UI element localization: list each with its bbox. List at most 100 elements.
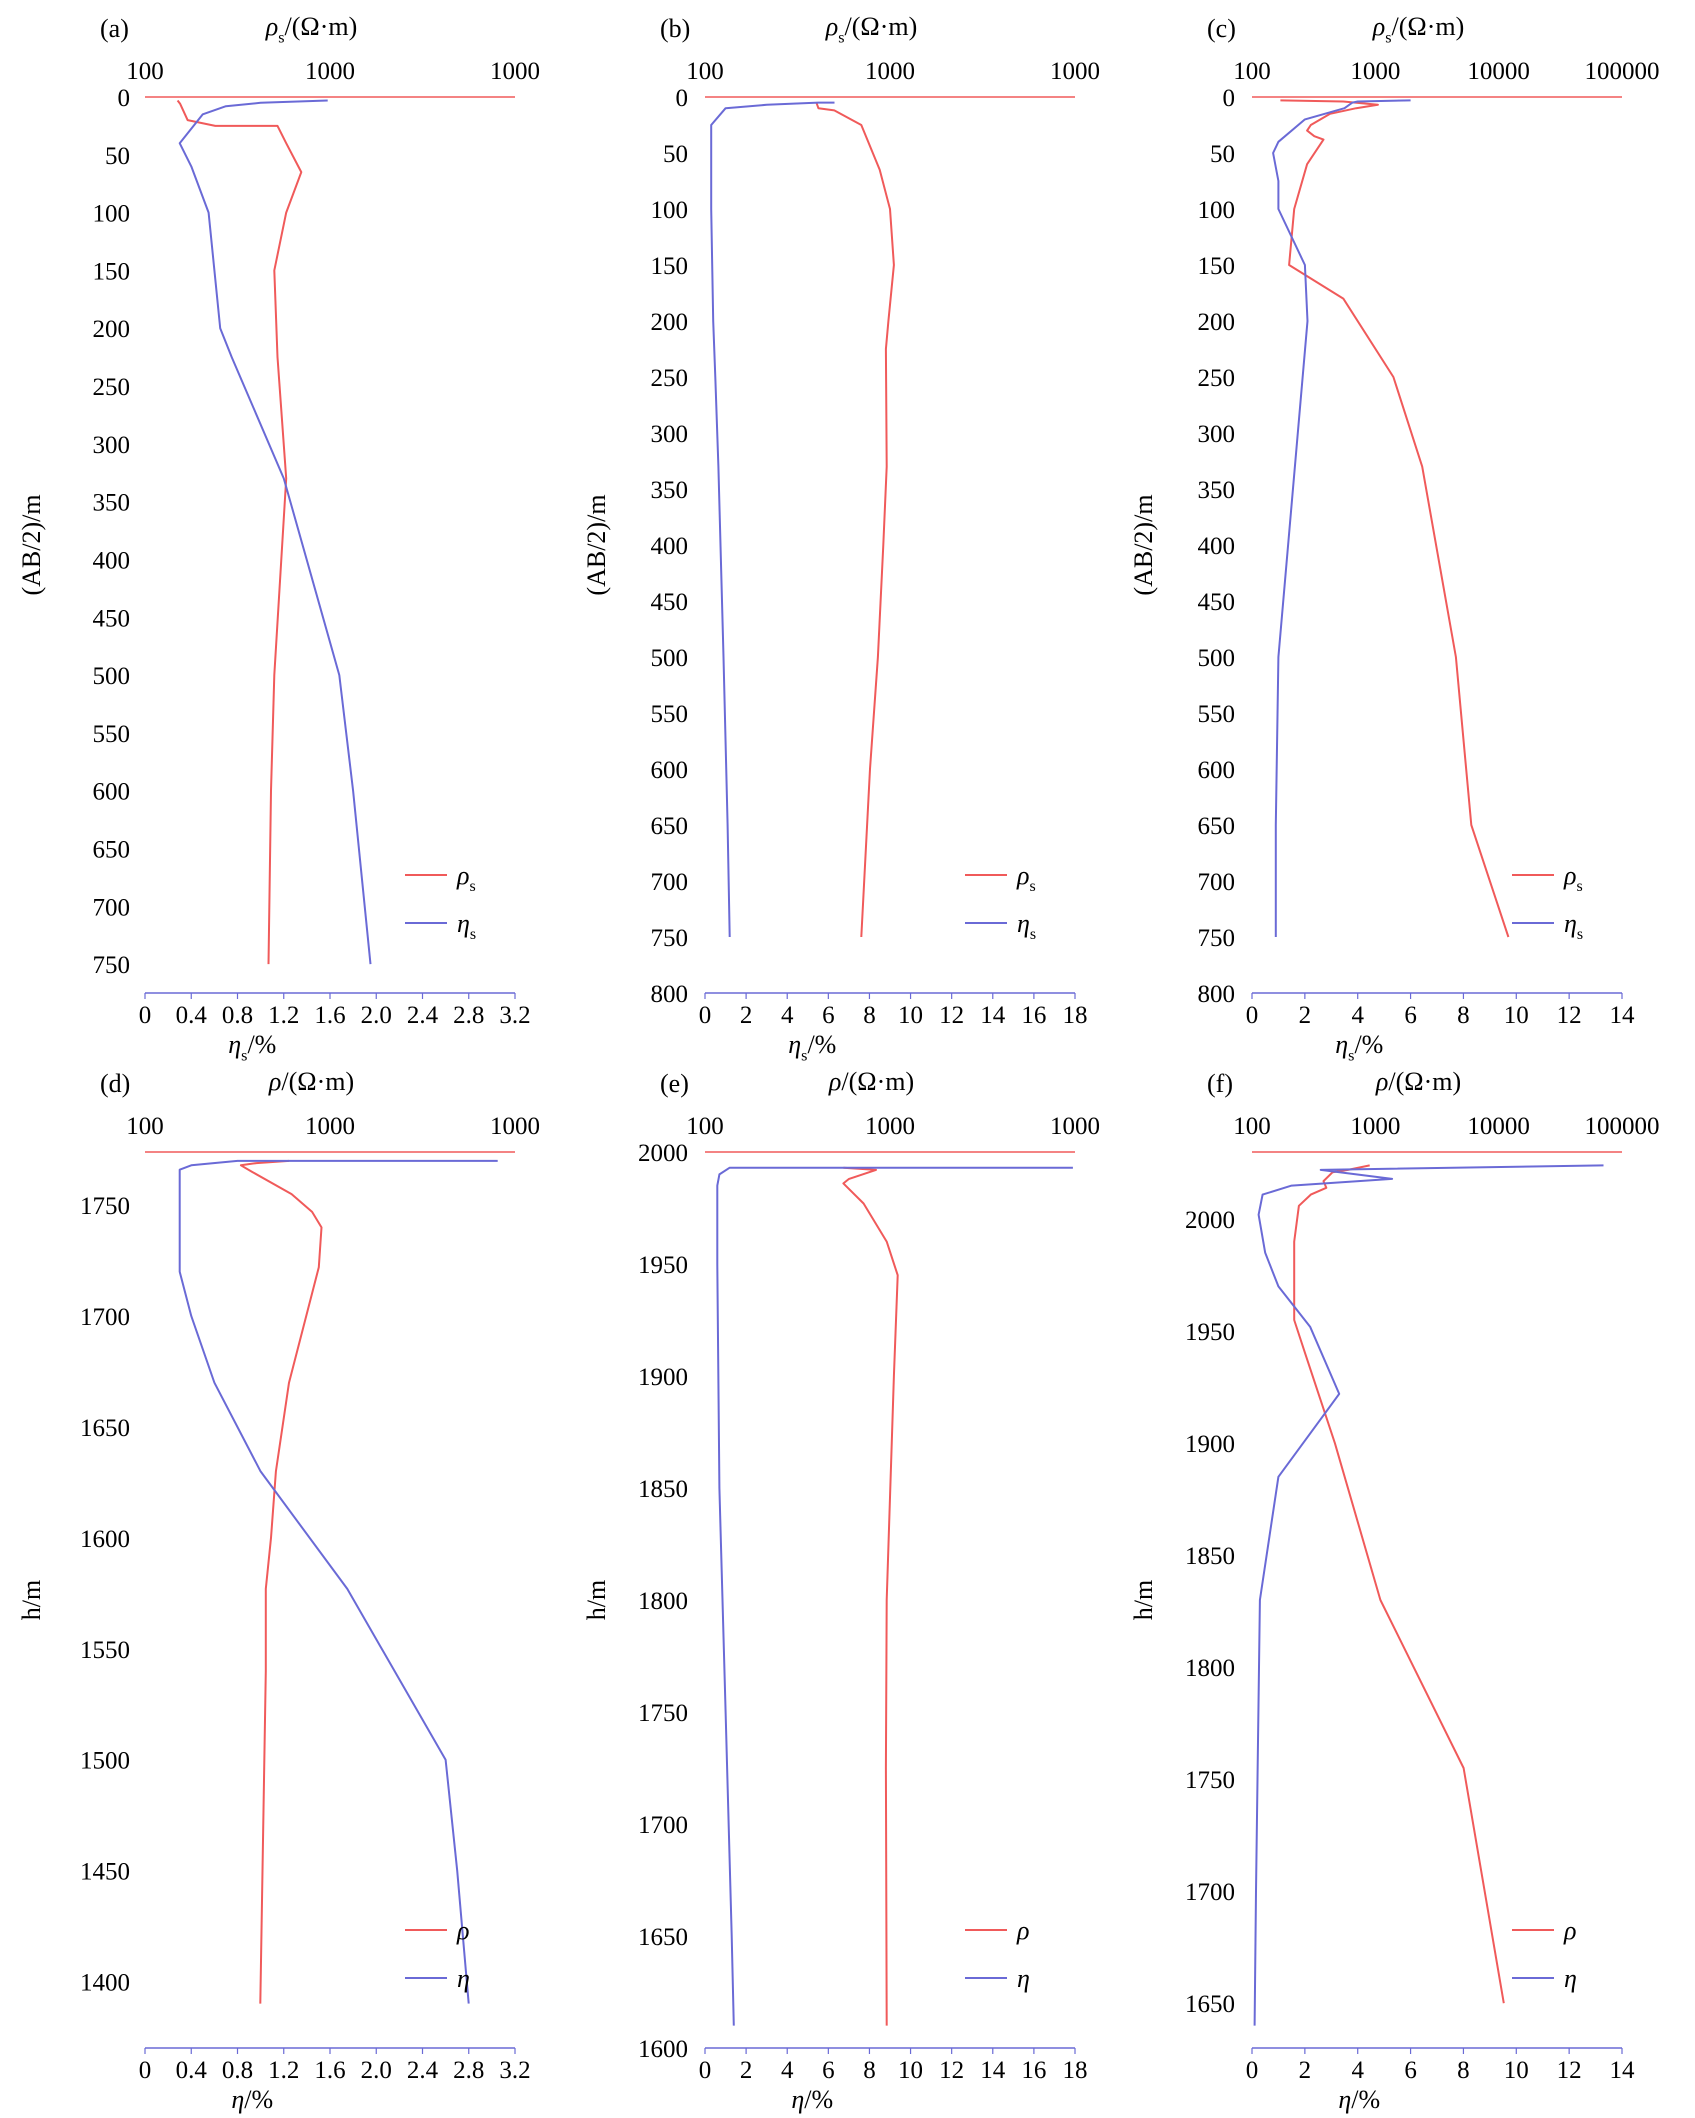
bottom-tick-label: 3.2 <box>499 1002 530 1029</box>
y-tick-label: 500 <box>651 645 689 672</box>
bottom-tick-label: 1.6 <box>314 2057 345 2084</box>
bottom-tick-label: 16 <box>1021 1002 1046 1029</box>
bottom-tick-label: 14 <box>1610 1002 1636 1029</box>
legend-symbol: η <box>1564 1964 1577 1993</box>
top-tick-label: 100 <box>686 58 724 85</box>
y-tick-label: 550 <box>93 721 131 748</box>
bottom-tick-label: 0 <box>699 2057 712 2084</box>
panel-label: (d) <box>100 1069 130 1098</box>
bottom-tick-label: 8 <box>863 1002 876 1029</box>
bottom-axis-title: ηs/% <box>228 1030 276 1064</box>
top-tick-label: 100 <box>1233 1113 1271 1140</box>
bottom-tick-label: 8 <box>1457 1002 1470 1029</box>
y-tick-label: 1650 <box>638 1924 688 1951</box>
y-tick-label: 1950 <box>1185 1319 1235 1346</box>
y-tick-label: 1800 <box>638 1588 688 1615</box>
legend-subscript: s <box>1030 926 1036 943</box>
series-rho-line <box>1280 99 1510 938</box>
y-tick-label: 50 <box>105 143 130 170</box>
legend-label-eta: η <box>457 1964 470 1993</box>
label-symbol: η <box>228 1030 241 1059</box>
label-symbol: η <box>1335 1030 1348 1059</box>
label-units: /(Ω·m) <box>285 12 358 41</box>
bottom-tick-label: 8 <box>863 2057 876 2084</box>
y-tick-label: 50 <box>1210 141 1235 168</box>
y-tick-label: 100 <box>93 201 131 228</box>
bottom-axis-title: η/% <box>231 2085 273 2114</box>
label-units: /(Ω·m) <box>845 12 918 41</box>
top-axis-title: ρs/(Ω·m) <box>1372 12 1465 46</box>
legend-label-eta: ηs <box>1017 909 1036 943</box>
legend-symbol: η <box>1017 909 1030 938</box>
bottom-tick-label: 0 <box>1246 2057 1259 2084</box>
bottom-tick-label: 10 <box>1504 2057 1529 2084</box>
series-eta-line <box>178 1159 498 2004</box>
label-symbol: η <box>231 2085 244 2114</box>
bottom-tick-label: 12 <box>1557 2057 1582 2084</box>
y-axis-title: (AB/2)/m <box>17 494 46 595</box>
y-tick-label: 450 <box>1198 589 1236 616</box>
legend-label-eta: η <box>1017 1964 1030 1993</box>
y-tick-label: 0 <box>676 85 689 112</box>
bottom-tick-label: 2 <box>740 1002 753 1029</box>
label-symbol: ρ <box>1372 12 1385 41</box>
label-units: /(Ω·m) <box>841 1067 914 1096</box>
y-tick-label: 1400 <box>80 1969 130 1996</box>
y-tick-label: 1750 <box>80 1193 130 1220</box>
y-tick-label: 500 <box>1198 645 1236 672</box>
series-rho-line <box>176 99 303 965</box>
y-tick-label: 2000 <box>638 1140 688 1167</box>
bottom-tick-label: 6 <box>1404 1002 1417 1029</box>
label-units: /% <box>244 2085 273 2114</box>
y-tick-label: 600 <box>93 779 131 806</box>
label-subscript: s <box>1348 1047 1354 1064</box>
y-tick-label: 750 <box>651 925 689 952</box>
y-tick-label: 1700 <box>1185 1879 1235 1906</box>
series-rho-line <box>239 1159 323 2004</box>
label-symbol: ρ <box>1375 1067 1388 1096</box>
legend-symbol: ρ <box>1563 1916 1576 1945</box>
label-units: /(Ω·m) <box>281 1067 354 1096</box>
legend-symbol: ρ <box>1016 1916 1029 1945</box>
y-tick-label: 1900 <box>1185 1431 1235 1458</box>
bottom-tick-label: 2.4 <box>407 2057 439 2084</box>
y-tick-label: 1750 <box>1185 1767 1235 1794</box>
legend-label-rho: ρs <box>456 861 476 895</box>
label-symbol: ρ <box>825 12 838 41</box>
y-tick-label: 0 <box>1223 85 1236 112</box>
top-tick-label: 100 <box>126 1113 164 1140</box>
top-tick-label: 100000 <box>1585 1113 1660 1140</box>
legend-label-eta: η <box>1564 1964 1577 1993</box>
bottom-tick-label: 0.4 <box>176 2057 208 2084</box>
label-units: /% <box>807 1030 836 1059</box>
y-tick-label: 750 <box>93 952 131 979</box>
top-axis-title: ρ/(Ω·m) <box>268 1067 354 1096</box>
y-tick-label: 200 <box>651 309 689 336</box>
legend-symbol: ρ <box>1563 861 1576 890</box>
bottom-tick-label: 2 <box>1299 2057 1312 2084</box>
y-tick-label: 400 <box>651 533 689 560</box>
bottom-tick-label: 6 <box>1404 2057 1417 2084</box>
bottom-tick-label: 0.8 <box>222 2057 253 2084</box>
y-tick-label: 400 <box>93 547 131 574</box>
top-tick-label: 1000 <box>490 58 540 85</box>
bottom-axis-title: ηs/% <box>1335 1030 1383 1064</box>
legend-subscript: s <box>469 878 475 895</box>
series-rho-line <box>1293 1164 1505 2004</box>
legend-subscript: s <box>1577 926 1583 943</box>
bottom-tick-label: 2.0 <box>361 2057 392 2084</box>
panel-label: (b) <box>660 14 690 43</box>
bottom-tick-label: 2.8 <box>453 1002 484 1029</box>
y-tick-label: 1600 <box>638 2036 688 2063</box>
label-subscript: s <box>278 29 284 46</box>
y-tick-label: 400 <box>1198 533 1236 560</box>
label-symbol: η <box>791 2085 804 2114</box>
top-tick-label: 1000 <box>1050 58 1100 85</box>
bottom-tick-label: 1.6 <box>314 1002 345 1029</box>
y-tick-label: 300 <box>651 421 689 448</box>
y-tick-label: 300 <box>93 432 131 459</box>
y-tick-label: 200 <box>93 316 131 343</box>
y-tick-label: 300 <box>1198 421 1236 448</box>
bottom-tick-label: 10 <box>898 1002 923 1029</box>
